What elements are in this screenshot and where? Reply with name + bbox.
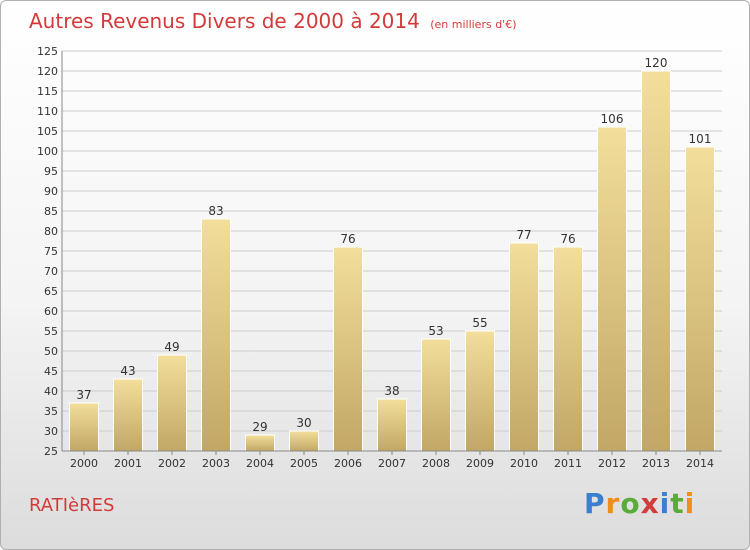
x-axis: 2000 2001 2002 2003 2004 2005 2006 2007 2008 2009…	[70, 451, 714, 470]
x-tick-label: 2014	[686, 457, 714, 470]
y-tick-label: 90	[44, 185, 58, 198]
y-tick-label: 95	[44, 165, 58, 178]
bar-2013	[641, 70, 671, 452]
logo-letter: t	[670, 487, 685, 520]
logo-letter: i	[659, 487, 671, 520]
bar-2010	[509, 242, 539, 452]
x-tick-label: 2011	[554, 457, 582, 470]
logo-letter: i	[684, 487, 696, 520]
bar-value-label: 43	[120, 364, 135, 378]
logo-letter: x	[640, 487, 660, 520]
bar-value-label: 37	[76, 388, 91, 402]
bar-value-label: 49	[164, 340, 179, 354]
logo-letter: P	[584, 487, 606, 520]
bar-2003	[201, 218, 231, 452]
bar-value-label: 106	[601, 112, 624, 126]
y-tick-label: 65	[44, 285, 58, 298]
x-tick-label: 2002	[158, 457, 186, 470]
bar-2004	[245, 434, 275, 452]
x-tick-label: 2001	[114, 457, 142, 470]
bar-value-label: 53	[428, 324, 443, 338]
chart-title: Autres Revenus Divers de 2000 à 2014 (en…	[29, 9, 517, 33]
y-tick-label: 120	[37, 65, 58, 78]
proxiti-logo[interactable]: Proxiti	[584, 487, 695, 520]
x-tick-label: 2003	[202, 457, 230, 470]
bar-value-label: 83	[208, 204, 223, 218]
y-tick-label: 40	[44, 385, 58, 398]
x-tick-label: 2008	[422, 457, 450, 470]
y-tick-label: 60	[44, 305, 58, 318]
bar-2005	[289, 430, 319, 452]
bar-2000	[69, 402, 99, 452]
x-tick-label: 2004	[246, 457, 274, 470]
data-labels: 37 43 49 83 29 30 76 38 53 55 77 76 106 120 101	[76, 56, 711, 434]
bar-2014	[685, 146, 715, 452]
bar-value-label: 55	[472, 316, 487, 330]
bar-2002	[157, 354, 187, 452]
bar-value-label: 120	[645, 56, 668, 70]
x-tick-label: 2012	[598, 457, 626, 470]
y-tick-label: 125	[37, 45, 58, 58]
bar-value-label: 38	[384, 384, 399, 398]
y-tick-label: 35	[44, 405, 58, 418]
y-tick-label: 100	[37, 145, 58, 158]
y-tick-label: 105	[37, 125, 58, 138]
x-tick-label: 2013	[642, 457, 670, 470]
bar-value-label: 30	[296, 416, 311, 430]
y-tick-label: 75	[44, 245, 58, 258]
x-tick-label: 2010	[510, 457, 538, 470]
y-tick-label: 115	[37, 85, 58, 98]
bar-value-label: 76	[560, 232, 575, 246]
bar-value-label: 77	[516, 228, 531, 242]
y-tick-label: 85	[44, 205, 58, 218]
x-tick-label: 2005	[290, 457, 318, 470]
chart-subtitle: (en milliers d'€)	[430, 18, 517, 31]
bar-value-label: 101	[689, 132, 712, 146]
bar-value-label: 29	[252, 420, 267, 434]
bar-2007	[377, 398, 407, 452]
x-tick-label: 2006	[334, 457, 362, 470]
x-tick-label: 2007	[378, 457, 406, 470]
y-tick-label: 70	[44, 265, 58, 278]
x-tick-label: 2009	[466, 457, 494, 470]
y-tick-label: 80	[44, 225, 58, 238]
y-tick-label: 25	[44, 445, 58, 458]
bar-value-label: 76	[340, 232, 355, 246]
logo-letter: o	[620, 487, 641, 520]
y-tick-label: 110	[37, 105, 58, 118]
bar-2006	[333, 246, 363, 452]
y-tick-label: 55	[44, 325, 58, 338]
y-tick-label: 45	[44, 365, 58, 378]
y-tick-label: 30	[44, 425, 58, 438]
logo-letter: r	[605, 487, 621, 520]
bar-2001	[113, 378, 143, 452]
x-tick-label: 2000	[70, 457, 98, 470]
bar-2012	[597, 126, 627, 452]
bar-2011	[553, 246, 583, 452]
y-axis: 25 30 35 40 45 50 55 60 65 70 75 80 85 90 95 100 105 110 1…	[37, 45, 722, 458]
title-text: Autres Revenus Divers de 2000 à 2014	[29, 9, 420, 33]
commune-name: RATIèRES	[29, 495, 115, 516]
bar-2009	[465, 330, 495, 452]
bar-2008	[421, 338, 451, 452]
y-tick-label: 50	[44, 345, 58, 358]
